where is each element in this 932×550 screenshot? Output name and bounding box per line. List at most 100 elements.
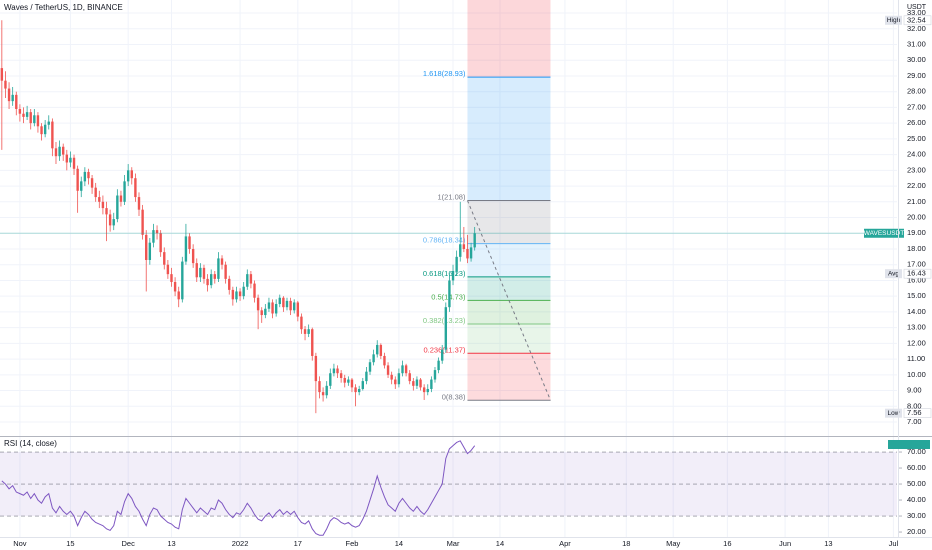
candle-body: [249, 274, 253, 284]
candle-body: [119, 195, 123, 202]
candle-body: [15, 94, 18, 109]
candle-body: [152, 230, 155, 243]
candle-body: [278, 297, 281, 305]
candle-body: [404, 365, 408, 374]
candle-body: [217, 258, 220, 279]
y-tick-label: 30.00: [907, 55, 926, 64]
candle-body: [90, 178, 94, 188]
x-tick-label: 18: [622, 539, 630, 548]
candle-body: [199, 267, 202, 278]
candle-body: [469, 247, 473, 259]
y-tick-label: 29.00: [907, 71, 926, 80]
candle-body: [303, 329, 307, 334]
y-tick-label: 25.00: [907, 134, 926, 143]
candle-body: [264, 308, 267, 316]
symbol-tag-bg: [864, 228, 904, 238]
candle-body: [206, 278, 209, 286]
y-tick-label: 8.00: [907, 401, 922, 410]
x-tick-label: 13: [824, 539, 832, 548]
candle-body: [293, 302, 296, 311]
stat-value: 32.54: [907, 15, 926, 24]
candle-body: [394, 379, 397, 385]
candle-body: [184, 236, 188, 262]
candle-body: [339, 373, 343, 378]
currency-label: USDT: [907, 4, 927, 11]
candle-body: [256, 297, 260, 311]
y-tick-label: 27.00: [907, 102, 926, 111]
y-tick-label: 19.00: [907, 228, 926, 237]
candle-body: [415, 379, 419, 386]
candle-body: [376, 344, 379, 355]
candle-body: [134, 178, 137, 198]
candle-body: [231, 289, 235, 300]
y-tick-label: 12.00: [907, 338, 926, 347]
fib-band: [467, 324, 551, 354]
candle-body: [40, 126, 43, 135]
candle-body: [25, 112, 29, 117]
candle-body: [58, 146, 61, 157]
candle-body: [347, 379, 350, 383]
candle-body: [33, 115, 36, 124]
rsi-title: RSI (14, close): [4, 439, 57, 448]
candle-body: [62, 146, 65, 155]
candle-body: [242, 286, 245, 297]
candle-body: [181, 261, 184, 300]
candle-body: [213, 274, 217, 279]
axes: Nov 15 Dec 13 2022 17 Feb 14 Mar 14 Apr 18 May 16 Jun 1…: [13, 8, 932, 548]
price-pane: WAVESUSDT: [0, 20, 904, 414]
candle-body: [401, 365, 404, 374]
y-tick-label: 16.00: [907, 275, 926, 284]
candle-body: [235, 291, 238, 300]
x-tick-label: 16: [723, 539, 731, 548]
candle-body: [462, 244, 466, 249]
stat-tag-label: Low: [888, 410, 900, 417]
candle-body: [455, 256, 458, 272]
candle-body: [116, 195, 119, 220]
fib-band: [467, 276, 551, 301]
candle-body: [368, 362, 372, 372]
candle-body: [101, 201, 105, 209]
candle-body: [444, 307, 448, 350]
fib-band: [467, 243, 551, 277]
candle-body: [466, 248, 469, 259]
fib-level-label: 0.786(18.34): [423, 236, 466, 245]
fib-band: [467, 77, 551, 201]
candle-body: [361, 381, 364, 389]
y-tick-label: 7.00: [907, 417, 922, 426]
candle-body: [177, 291, 180, 300]
candle-body: [76, 168, 79, 191]
candle-body: [430, 379, 433, 389]
candle-body: [126, 170, 130, 182]
y-tick-label: 31.00: [907, 39, 926, 48]
fib-level-label: 1(21.08): [438, 193, 466, 202]
y-tick-label: 13.00: [907, 323, 926, 332]
candle-body: [448, 280, 451, 308]
candle-body: [159, 233, 162, 253]
stat-tag-bg: [885, 15, 902, 25]
candle-body: [459, 244, 462, 257]
x-tick-label: Dec: [122, 539, 136, 548]
candle-body: [282, 297, 285, 308]
candle-body: [318, 381, 321, 393]
candle-body: [166, 264, 170, 275]
candle-body: [422, 387, 426, 393]
candle-body: [437, 360, 440, 371]
candle-body: [94, 187, 97, 198]
candle-body: [148, 242, 152, 260]
rsi-tick-label: 60.00: [907, 463, 926, 472]
fib-band: [467, 353, 551, 401]
rsi-tick-label: 30.00: [907, 511, 926, 520]
candle-body: [130, 170, 133, 179]
candle-body: [22, 113, 25, 117]
rsi-tick-label: 40.00: [907, 495, 926, 504]
candle-body: [336, 368, 339, 374]
candle-body: [383, 355, 386, 366]
candle-body: [350, 379, 354, 388]
y-tick-label: 11.00: [907, 354, 925, 363]
candle-body: [112, 219, 115, 226]
candle-body: [357, 388, 361, 393]
stat-value: 16.43: [907, 269, 926, 278]
y-tick-label: 33.00: [907, 8, 926, 17]
x-tick-label: 14: [496, 539, 504, 548]
candle-body: [296, 302, 300, 317]
